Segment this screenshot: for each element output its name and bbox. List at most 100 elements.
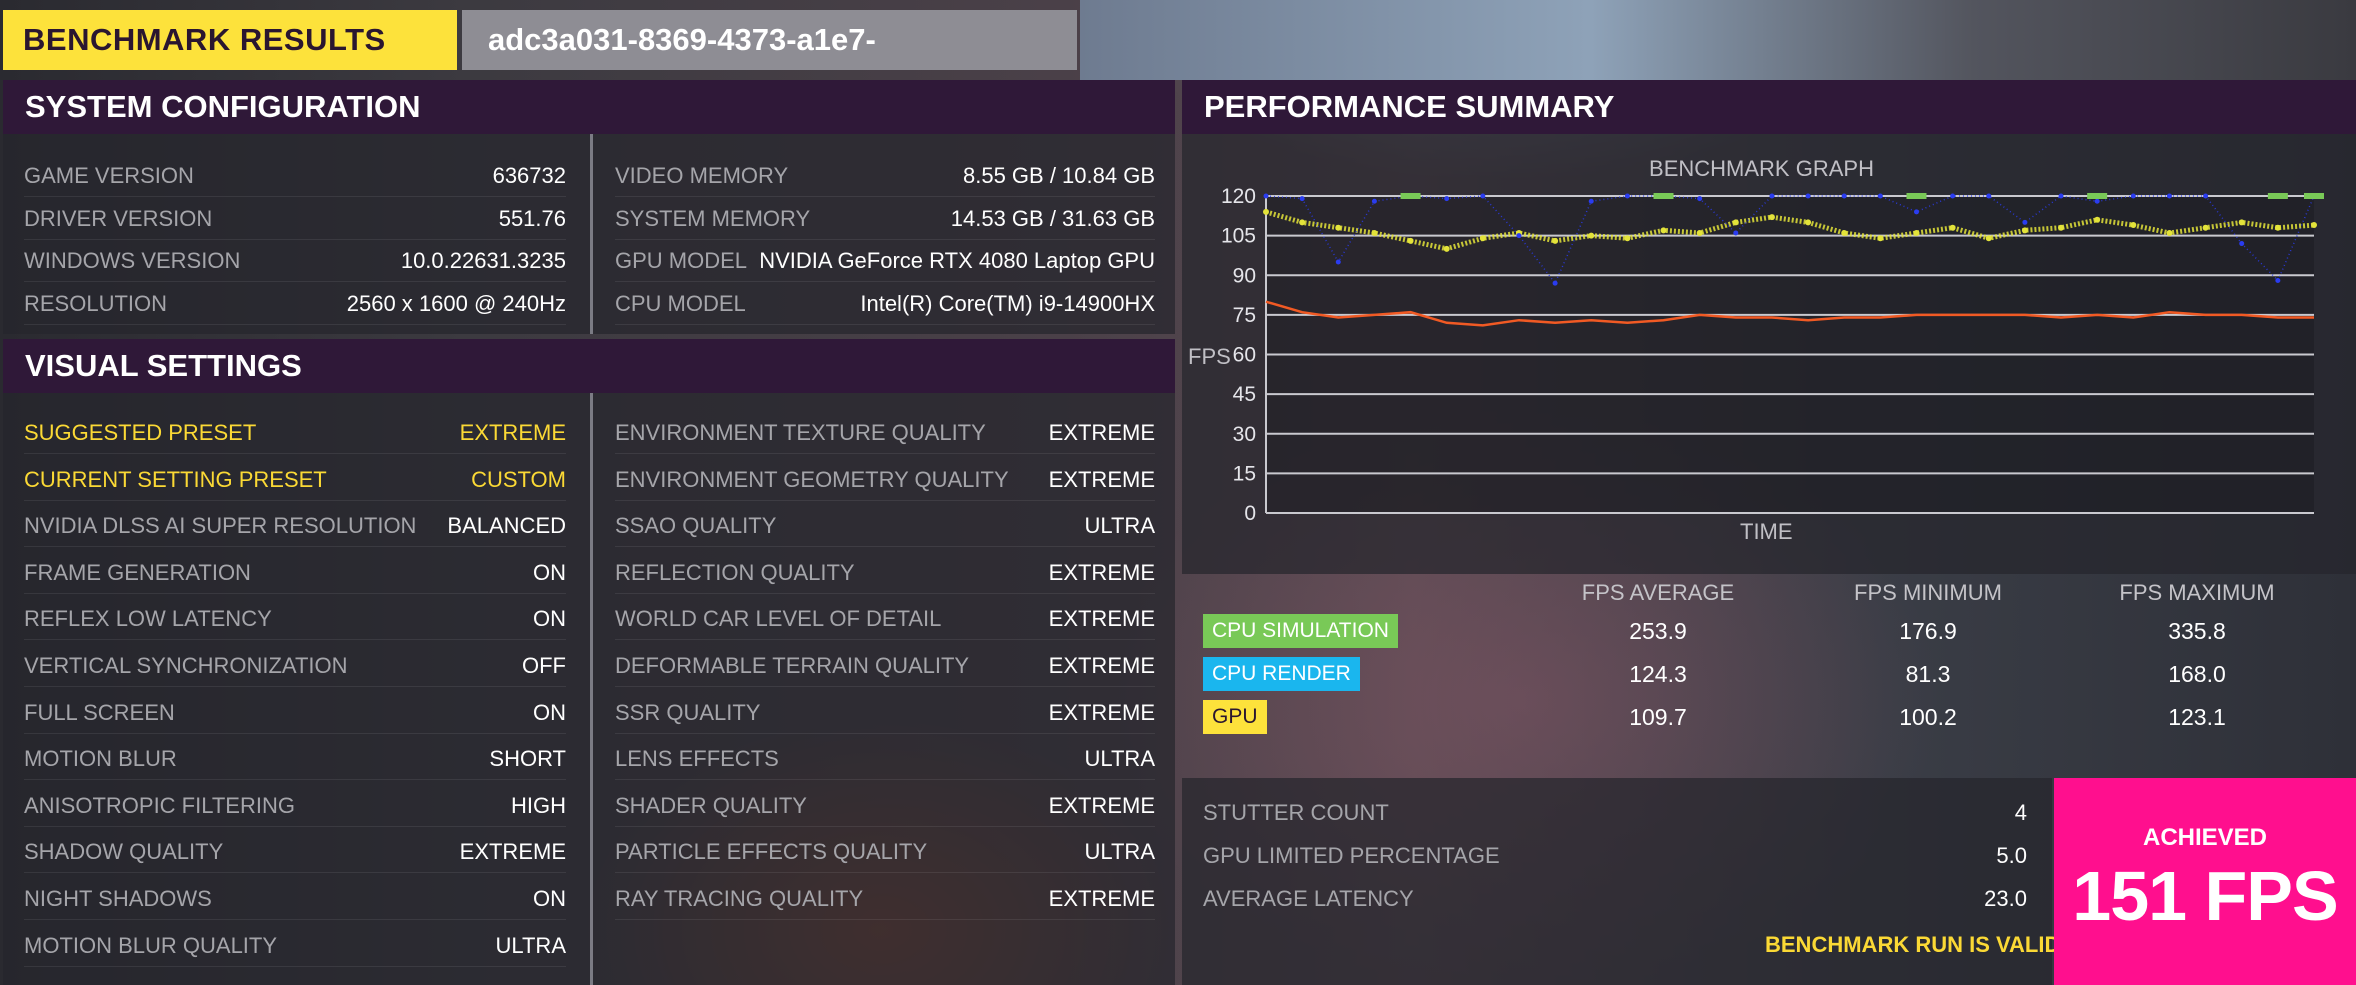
gpu-point [1335, 224, 1342, 231]
gpu-point [1263, 208, 1269, 215]
stats-column-header: FPS AVERAGE [1581, 580, 1735, 605]
cpu-render-point [1263, 193, 1269, 199]
visual-settings-header: VISUAL SETTINGS [3, 339, 1175, 393]
y-tick-label: 30 [1233, 423, 1256, 446]
stats-row-label: CPU SIMULATION [1203, 614, 1398, 648]
stats-value: 123.1 [2168, 704, 2226, 730]
setting-label: MOTION BLUR QUALITY [24, 932, 278, 958]
setting-value: 14.53 GB / 31.63 GB [950, 205, 1155, 231]
gpu-point [1913, 229, 1920, 236]
setting-label: NIGHT SHADOWS [24, 886, 212, 911]
setting-row: ENVIRONMENT TEXTURE QUALITY EXTREME [615, 412, 1155, 454]
setting-value: HIGH [511, 792, 566, 818]
system-configuration-panel [3, 134, 1175, 334]
setting-value: BALANCED [447, 513, 566, 539]
series-scatter-cpu-render [1265, 195, 2315, 285]
setting-value: EXTREME [459, 420, 566, 445]
gpu-point [2311, 222, 2317, 229]
setting-value: 551.76 [498, 205, 566, 231]
stats-column-header: FPS MINIMUM [1854, 580, 2002, 605]
setting-label: NVIDIA DLSS AI SUPER RESOLUTION [24, 513, 417, 539]
setting-value: SHORT [489, 746, 566, 772]
cpu-render-point [1950, 193, 1956, 199]
stats-row-label: GPU [1203, 700, 1267, 734]
achieved-label: ACHIEVED [2142, 824, 2268, 851]
cpu-render-point [2094, 198, 2100, 204]
setting-value: EXTREME [1048, 559, 1155, 585]
stats-value: 109.7 [1629, 704, 1687, 730]
cpu-render-point [1444, 196, 1450, 202]
gpu-point [1660, 227, 1667, 234]
x-axis-label: TIME [1740, 519, 1793, 544]
cpu-render-point [1335, 259, 1341, 265]
setting-row: CURRENT SETTING PRESET CUSTOM [24, 459, 566, 501]
setting-label: LENS EFFECTS [615, 746, 779, 772]
series-marker-cpu-simulation [1906, 193, 1927, 199]
cpu-render-point [1516, 233, 1522, 239]
setting-value: ON [533, 606, 566, 632]
setting-row: FRAME GENERATION ON [24, 552, 566, 594]
setting-row: VIDEO MEMORY 8.55 GB / 10.84 GB [615, 155, 1155, 197]
cpu-render-point [1624, 193, 1630, 199]
stats-value: 100.2 [1899, 704, 1957, 730]
setting-value: ULTRA [1084, 746, 1156, 772]
setting-value: 636732 [492, 163, 566, 188]
gpu-point [1479, 235, 1486, 242]
gpu-point [2202, 224, 2209, 231]
metrics-panel [1182, 778, 2052, 985]
setting-row: SUGGESTED PRESET EXTREME [24, 412, 566, 454]
y-tick-label: 105 [1221, 225, 1256, 248]
setting-value: EXTREME [1048, 466, 1155, 492]
stats-value: 168.0 [2168, 661, 2226, 687]
gpu-point [1624, 235, 1631, 242]
cpu-render-point [1697, 196, 1703, 202]
setting-label: CURRENT SETTING PRESET [24, 466, 327, 492]
gpu-point [2166, 229, 2173, 236]
cpu-render-point [2058, 193, 2064, 199]
gpu-point [1443, 245, 1450, 252]
setting-label: SHADER QUALITY [615, 792, 807, 818]
setting-row: MOTION BLUR SHORT [24, 738, 566, 781]
metric-row: STUTTER COUNT 4 [1203, 792, 2027, 834]
y-tick-label: 45 [1233, 383, 1256, 406]
setting-value: Intel(R) Core(TM) i9-14900HX [860, 290, 1155, 316]
setting-label: ENVIRONMENT GEOMETRY QUALITY [615, 466, 1009, 492]
setting-row: WINDOWS VERSION 10.0.22631.3235 [24, 240, 566, 282]
achieved-fps-badge: ACHIEVED 151 FPS [2054, 778, 2356, 985]
cpu-render-point [1480, 193, 1486, 199]
setting-row: FULL SCREEN ON [24, 692, 566, 734]
gpu-point [1949, 224, 1956, 231]
column-divider [590, 393, 593, 985]
setting-label: REFLECTION QUALITY [615, 559, 855, 585]
setting-value: EXTREME [1048, 792, 1155, 818]
setting-label: WORLD CAR LEVEL OF DETAIL [615, 606, 942, 632]
series-marker-cpu-simulation [2087, 193, 2108, 199]
metric-label: AVERAGE LATENCY [1203, 886, 1414, 911]
setting-row: SSR QUALITY EXTREME [615, 692, 1155, 734]
cpu-render-point [1877, 193, 1883, 199]
gpu-point [1841, 229, 1848, 236]
setting-row: NVIDIA DLSS AI SUPER RESOLUTION BALANCED [24, 505, 566, 548]
gpu-point [1407, 237, 1414, 244]
setting-row: SYSTEM MEMORY 14.53 GB / 31.63 GB [615, 198, 1155, 240]
setting-row: GPU MODEL NVIDIA GeForce RTX 4080 Laptop … [615, 240, 1155, 282]
setting-label: GPU MODEL [615, 248, 748, 273]
setting-label: FRAME GENERATION [24, 559, 251, 585]
cpu-render-point [2130, 193, 2136, 199]
series-marker-cpu-simulation [1400, 193, 1421, 199]
stats-row-label: CPU RENDER [1203, 657, 1360, 691]
stats-value: 176.9 [1899, 618, 1957, 644]
gpu-point [2274, 224, 2281, 231]
run-id: adc3a031-8369-4373-a1e7-2b69caca449e [462, 10, 1077, 117]
setting-label: SHADOW QUALITY [24, 839, 224, 865]
setting-label: VIDEO MEMORY [615, 163, 789, 188]
setting-value: 2560 x 1600 @ 240Hz [346, 290, 566, 316]
setting-row: RESOLUTION 2560 x 1600 @ 240Hz [24, 283, 566, 325]
setting-label: SSAO QUALITY [615, 513, 777, 539]
cpu-render-point [1299, 196, 1305, 202]
cpu-render-point [2239, 241, 2245, 247]
setting-label: REFLEX LOW LATENCY [24, 606, 272, 632]
visual-settings-panel [3, 393, 1175, 985]
y-tick-label: 75 [1233, 304, 1256, 327]
gpu-point [2094, 216, 2101, 223]
